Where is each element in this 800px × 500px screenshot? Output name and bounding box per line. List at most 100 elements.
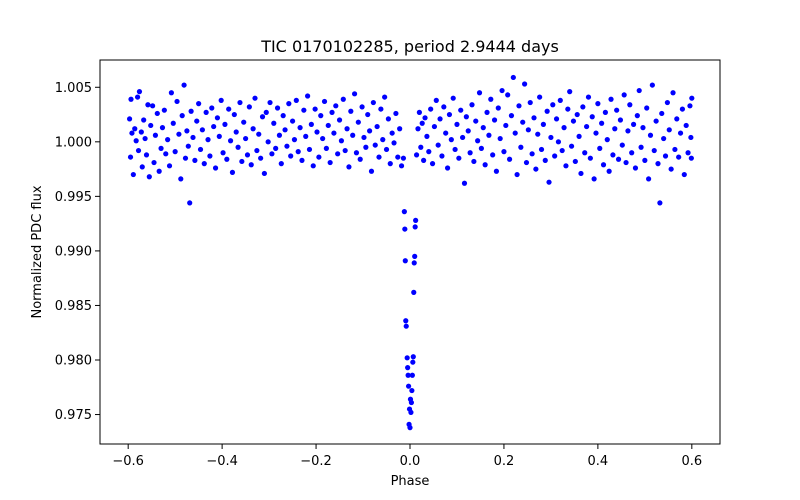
data-point [276,132,283,138]
data-point [188,108,194,114]
data-points [126,74,695,431]
data-point [286,101,292,107]
data-point [222,121,228,127]
data-point [312,106,318,112]
data-point [437,116,443,122]
data-point [493,168,500,174]
data-point [187,200,193,206]
data-point [497,135,503,142]
data-point [211,123,217,130]
data-point [350,132,356,138]
data-point [640,125,646,131]
data-point [363,144,369,150]
data-point [256,131,262,137]
data-point [471,158,477,165]
data-point [168,90,174,96]
data-point [439,153,445,159]
data-point [431,123,438,130]
data-point [595,101,601,107]
data-point [130,171,136,178]
data-point [546,179,552,185]
data-point [644,105,650,111]
data-point [561,125,567,131]
data-point [194,118,200,124]
data-point [318,113,324,119]
data-point [478,145,484,151]
data-point [382,94,388,100]
data-point [239,158,245,165]
data-point [617,117,624,123]
data-point [141,117,147,123]
data-point [254,147,260,154]
data-point [190,134,196,141]
data-point [452,146,458,153]
data-point [448,137,454,143]
data-point [148,122,154,129]
data-point [306,146,313,153]
data-point [482,162,488,168]
data-point [574,111,580,118]
data-point [216,133,222,139]
data-point [505,92,511,98]
data-point [163,151,169,157]
data-point [385,116,391,122]
data-point [336,117,343,123]
data-point [138,129,144,135]
data-point [649,82,655,88]
data-point [548,134,554,141]
data-point [646,176,652,182]
data-point [412,253,418,259]
y-tick-label: 0.975 [55,408,92,423]
x-tick-label: −0.2 [300,454,332,469]
data-point [600,162,607,168]
data-point [484,109,490,115]
data-point [518,144,524,150]
data-point [402,258,408,264]
data-point [344,126,350,132]
data-point [323,145,329,151]
data-point [158,145,164,151]
data-point [653,118,659,124]
data-point [327,159,333,166]
data-point [374,123,380,130]
data-point [512,130,518,136]
data-point [220,150,226,156]
data-point [614,107,620,113]
data-point [522,81,528,87]
data-point [458,107,464,113]
x-tick-label: 0.2 [494,454,515,469]
data-point [540,121,546,127]
data-point [490,152,496,158]
data-point [428,106,434,112]
data-point [393,110,399,117]
data-point [659,110,665,117]
x-tick-label: −0.6 [112,454,144,469]
data-point [231,111,237,118]
data-point [520,119,526,125]
data-point [580,104,586,110]
data-point [523,159,530,166]
data-point [338,138,345,144]
data-point [578,170,584,177]
data-point [152,132,159,138]
data-point [331,130,337,136]
data-point [612,126,618,132]
data-point [265,139,271,145]
data-point [469,102,475,108]
data-point [615,156,622,162]
data-point [599,120,605,126]
data-point [661,135,667,142]
data-point [408,409,414,415]
data-point [544,108,550,114]
data-point [383,146,390,153]
data-point [685,150,691,156]
data-point [174,98,180,105]
data-point [135,147,142,154]
data-point [419,120,425,126]
data-point [365,111,371,118]
data-point [550,102,556,108]
data-point [161,107,167,113]
data-point [271,120,277,126]
data-point [657,200,663,206]
data-point [591,176,597,182]
